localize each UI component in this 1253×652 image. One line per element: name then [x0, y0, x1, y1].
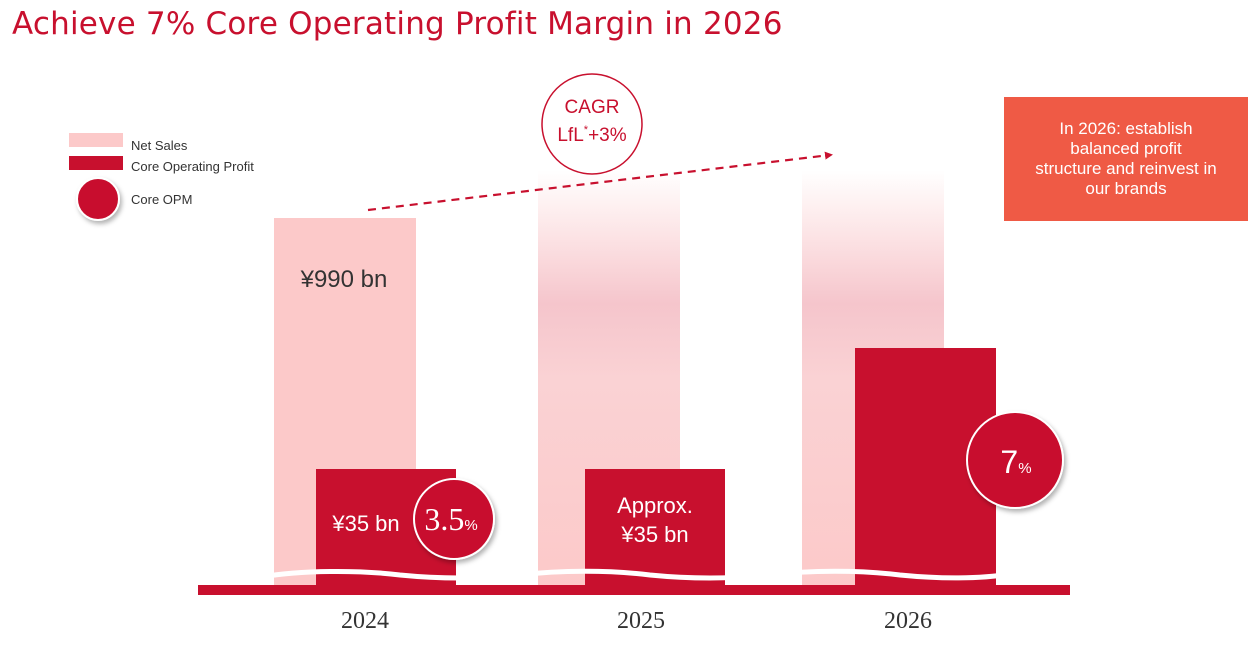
- legend-label-core-opm: Core OPM: [131, 192, 192, 207]
- legend-swatch-core-operating-profit: [69, 156, 123, 170]
- opm-bubble-2024: 3.5%: [413, 478, 495, 560]
- opm-bubble-2026: 7%: [966, 411, 1064, 509]
- x-tick-2024: 2024: [341, 608, 389, 634]
- page-title: Achieve 7% Core Operating Profit Margin …: [12, 6, 783, 42]
- opm-value-2026: 7: [1000, 444, 1018, 480]
- x-tick-2026: 2026: [884, 608, 932, 634]
- legend-swatch-core-opm: [76, 177, 120, 221]
- axis-break-wave: [261, 568, 1011, 581]
- cagr-footnote-mark: *: [584, 124, 589, 136]
- x-tick-2025: 2025: [617, 608, 665, 634]
- callout-line-1: In 2026: establish: [1059, 119, 1193, 138]
- cagr-bubble: CAGR LfL*+3%: [541, 73, 643, 175]
- label-core-op-2025-line2: ¥35 bn: [620, 522, 688, 547]
- cagr-value: +3%: [588, 125, 627, 146]
- callout-line-2: balanced profit: [1070, 139, 1182, 158]
- cagr-lfl: LfL: [557, 125, 583, 146]
- cagr-line1: CAGR: [565, 97, 620, 118]
- opm-unit-2024: %: [464, 517, 477, 534]
- legend-label-net-sales: Net Sales: [131, 138, 188, 153]
- x-axis-baseline: [198, 585, 1070, 595]
- label-core-op-2025-line1: Approx.: [617, 493, 693, 518]
- opm-unit-2026: %: [1018, 460, 1031, 477]
- callout-line-4: our brands: [1085, 179, 1167, 198]
- svg-text:7%: 7%: [1000, 444, 1031, 480]
- cagr-line2: LfL*+3%: [557, 124, 626, 146]
- label-net-sales-2024: ¥990 bn: [300, 266, 388, 293]
- label-core-op-2024: ¥35 bn: [331, 511, 399, 536]
- svg-text:3.5%: 3.5%: [424, 501, 477, 537]
- callout-box: In 2026: establish balanced profit struc…: [1004, 97, 1248, 221]
- bar-core-op-2025: [585, 469, 725, 588]
- legend-swatch-net-sales: [69, 133, 123, 147]
- callout-line-3: structure and reinvest in: [1035, 159, 1217, 178]
- legend-label-core-operating-profit: Core Operating Profit: [131, 159, 254, 174]
- cagr-trend-arrow: [367, 151, 833, 212]
- opm-value-2024: 3.5: [424, 501, 464, 537]
